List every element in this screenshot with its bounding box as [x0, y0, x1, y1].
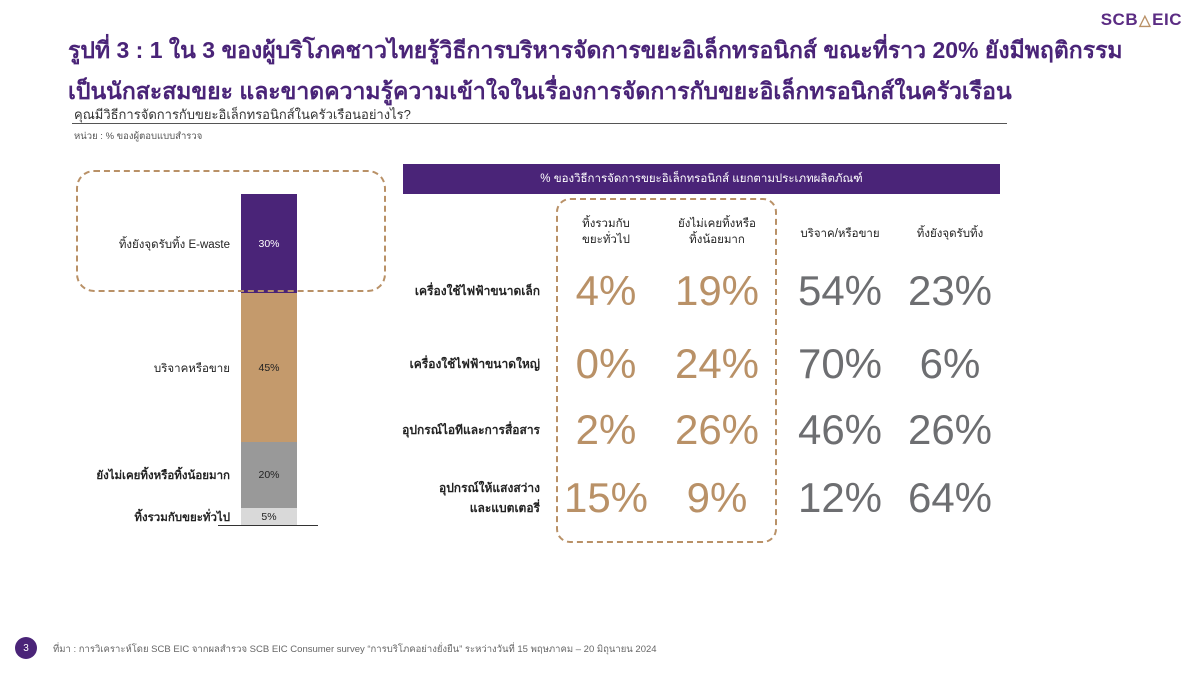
- title-divider: [72, 123, 1007, 124]
- table-value: 15%: [563, 474, 649, 521]
- table-value: 0%: [575, 340, 637, 387]
- page-number: 3: [15, 637, 37, 659]
- logo-text-eic: EIC: [1152, 10, 1182, 29]
- table-value: 9%: [686, 474, 748, 521]
- highlight-box-left: [76, 170, 386, 292]
- table-value: 4%: [575, 267, 637, 314]
- row-label: เครื่องใช้ไฟฟ้าขนาดเล็ก: [340, 281, 540, 301]
- bar-value-label: 45%: [258, 361, 280, 374]
- row-label: อุปกรณ์ไอทีและการสื่อสาร: [340, 420, 540, 440]
- title-line-2: เป็นนักสะสมขยะ และขาดความรู้ความเข้าใจใน…: [68, 78, 1012, 104]
- table-header: % ของวิธีการจัดการขยะอิเล็กทรอนิกส์ แยกต…: [403, 164, 1000, 194]
- table-value: 54%: [797, 267, 883, 314]
- row-label-line: เครื่องใช้ไฟฟ้าขนาดเล็ก: [414, 284, 540, 298]
- chart-question: คุณมีวิธีการจัดการกับขยะอิเล็กทรอนิกส์ใน…: [74, 107, 411, 122]
- column-header-line: ทิ้งรวมกับ: [582, 218, 630, 230]
- table-value: 26%: [674, 406, 760, 453]
- bar-category-label: ทิ้งยังจุดรับทิ้ง E-waste: [118, 238, 230, 251]
- bar-category-label: ยังไม่เคยทิ้งหรือทิ้งน้อยมาก: [96, 470, 230, 483]
- bar-segment: 45%: [241, 293, 297, 443]
- table-value: 6%: [919, 340, 981, 387]
- bar-segment: 20%: [241, 442, 297, 509]
- bar-value-label: 5%: [261, 510, 277, 523]
- bar-category-label: ทิ้งรวมกับขยะทั่วไป: [134, 511, 230, 524]
- table-value: 26%: [907, 406, 993, 453]
- logo-text-scb: SCB: [1100, 10, 1139, 29]
- bar-value-label: 20%: [258, 469, 280, 482]
- bar-baseline: [218, 525, 318, 526]
- scb-eic-logo: SCB △ EIC: [1101, 10, 1182, 30]
- table-value: 70%: [797, 340, 883, 387]
- logo-triangle-icon: △: [1139, 12, 1152, 29]
- table-value: 2%: [575, 406, 637, 453]
- table-value: 23%: [907, 267, 993, 314]
- column-header: ยังไม่เคยทิ้งหรือทิ้งน้อยมาก: [662, 216, 772, 248]
- column-header-line: ทิ้งน้อยมาก: [689, 234, 745, 246]
- table-value: 24%: [674, 340, 760, 387]
- bar-category-label: บริจาคหรือขาย: [153, 362, 230, 375]
- table-value: 19%: [674, 267, 760, 314]
- table-value: 12%: [797, 474, 883, 521]
- column-header: ทิ้งยังจุดรับทิ้ง: [895, 226, 1005, 242]
- source-note: ที่มา : การวิเคราะห์โดย SCB EIC จากผลสำร…: [53, 644, 657, 655]
- bar-value-label: 30%: [258, 237, 280, 250]
- column-header-line: ทิ้งยังจุดรับทิ้ง: [916, 228, 984, 240]
- page-title: รูปที่ 3 : 1 ใน 3 ของผู้บริโภคชาวไทยรู้ว…: [68, 30, 1168, 112]
- row-label-line: และแบตเตอรี่: [469, 501, 540, 515]
- column-header: ทิ้งรวมกับขยะทั่วไป: [551, 216, 661, 248]
- bar-segment: 30%: [241, 194, 297, 294]
- row-label-line: อุปกรณ์ให้แสงสว่าง: [438, 481, 540, 495]
- row-label-line: เครื่องใช้ไฟฟ้าขนาดใหญ่: [409, 357, 540, 371]
- row-label: อุปกรณ์ให้แสงสว่างและแบตเตอรี่: [340, 478, 540, 518]
- column-header: บริจาค/หรือขาย: [785, 226, 895, 242]
- column-header-line: ยังไม่เคยทิ้งหรือ: [678, 218, 756, 230]
- title-line-1: รูปที่ 3 : 1 ใน 3 ของผู้บริโภคชาวไทยรู้ว…: [68, 37, 1123, 63]
- table-value: 46%: [797, 406, 883, 453]
- unit-note: หน่วย : % ของผู้ตอบแบบสำรวจ: [74, 131, 203, 142]
- bar-segment: 5%: [241, 508, 297, 525]
- column-header-line: ขยะทั่วไป: [582, 234, 630, 246]
- row-label: เครื่องใช้ไฟฟ้าขนาดใหญ่: [340, 354, 540, 374]
- row-label-line: อุปกรณ์ไอทีและการสื่อสาร: [402, 423, 540, 437]
- table-value: 64%: [907, 474, 993, 521]
- highlight-box-right: [556, 198, 777, 543]
- column-header-line: บริจาค/หรือขาย: [800, 228, 880, 240]
